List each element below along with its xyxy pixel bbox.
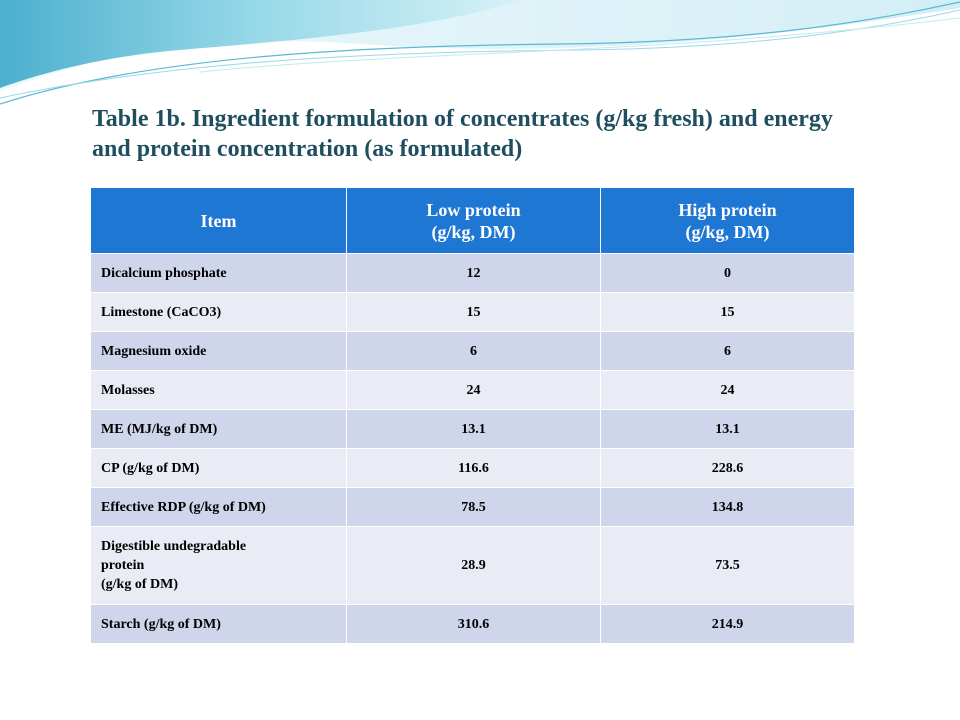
cell-item: Digestible undegradable protein (g/kg of… xyxy=(90,526,347,605)
cell-high-protein: 15 xyxy=(600,292,855,332)
cell-low-protein: 6 xyxy=(346,331,601,371)
slide-title: Table 1b. Ingredient formulation of conc… xyxy=(92,106,833,162)
table-row: Limestone (CaCO3) 15 15 xyxy=(90,292,855,332)
cell-item: Limestone (CaCO3) xyxy=(90,292,347,332)
table-row: Digestible undegradable protein (g/kg of… xyxy=(90,526,855,605)
cell-item-line2: protein xyxy=(101,558,145,573)
cell-item: Magnesium oxide xyxy=(90,331,347,371)
cell-high-protein: 228.6 xyxy=(600,448,855,488)
table-row: Molasses 24 24 xyxy=(90,370,855,410)
header-high-protein-line1: High protein xyxy=(678,199,777,220)
cell-low-protein: 13.1 xyxy=(346,409,601,449)
table-row: ME (MJ/kg of DM) 13.1 13.1 xyxy=(90,409,855,449)
cell-high-protein: 73.5 xyxy=(600,526,855,605)
table-header-row: Item Low protein (g/kg, DM) High protein… xyxy=(90,187,855,254)
header-low-protein-line2: (g/kg, DM) xyxy=(431,221,516,242)
header-low-protein: Low protein (g/kg, DM) xyxy=(346,187,601,254)
wave-decoration xyxy=(0,0,960,105)
cell-high-protein: 24 xyxy=(600,370,855,410)
cell-low-protein: 78.5 xyxy=(346,487,601,527)
cell-item-line3: (g/kg of DM) xyxy=(101,577,178,592)
header-item: Item xyxy=(90,187,347,254)
cell-low-protein: 310.6 xyxy=(346,604,601,644)
cell-low-protein: 12 xyxy=(346,253,601,293)
cell-item-line1: Digestible undegradable xyxy=(101,539,247,554)
cell-low-protein: 116.6 xyxy=(346,448,601,488)
cell-item: ME (MJ/kg of DM) xyxy=(90,409,347,449)
header-low-protein-line1: Low protein xyxy=(426,199,521,220)
cell-high-protein: 0 xyxy=(600,253,855,293)
table-row: Effective RDP (g/kg of DM) 78.5 134.8 xyxy=(90,487,855,527)
cell-high-protein: 6 xyxy=(600,331,855,371)
table-row: CP (g/kg of DM) 116.6 228.6 xyxy=(90,448,855,488)
cell-item: Starch (g/kg of DM) xyxy=(90,604,347,644)
cell-low-protein: 28.9 xyxy=(346,526,601,605)
cell-high-protein: 214.9 xyxy=(600,604,855,644)
table-row: Magnesium oxide 6 6 xyxy=(90,331,855,371)
cell-item: Effective RDP (g/kg of DM) xyxy=(90,487,347,527)
table-row: Dicalcium phosphate 12 0 xyxy=(90,253,855,293)
ingredient-table: Item Low protein (g/kg, DM) High protein… xyxy=(90,187,855,644)
cell-high-protein: 134.8 xyxy=(600,487,855,527)
header-item-label: Item xyxy=(200,210,237,231)
cell-item: Dicalcium phosphate xyxy=(90,253,347,293)
cell-low-protein: 15 xyxy=(346,292,601,332)
cell-item: CP (g/kg of DM) xyxy=(90,448,347,488)
header-high-protein-line2: (g/kg, DM) xyxy=(685,221,770,242)
cell-item: Molasses xyxy=(90,370,347,410)
header-high-protein: High protein (g/kg, DM) xyxy=(600,187,855,254)
cell-low-protein: 24 xyxy=(346,370,601,410)
cell-high-protein: 13.1 xyxy=(600,409,855,449)
table-row: Starch (g/kg of DM) 310.6 214.9 xyxy=(90,604,855,644)
